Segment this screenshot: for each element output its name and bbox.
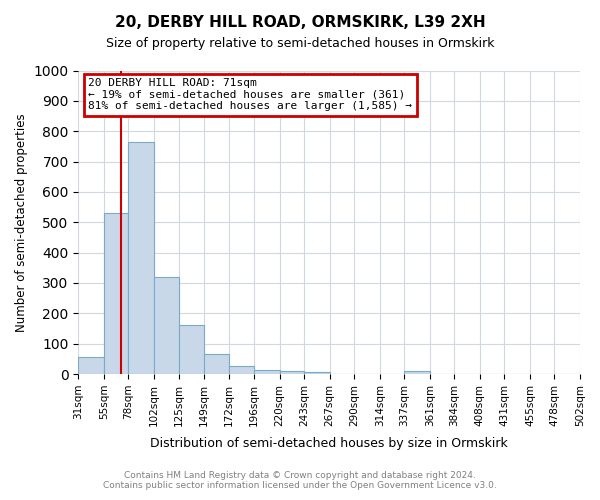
Bar (204, 354, 229, 374)
X-axis label: Distribution of semi-detached houses by size in Ormskirk: Distribution of semi-detached houses by … (151, 437, 508, 450)
Bar (280, 371, 304, 374)
Bar (154, 277, 179, 374)
Bar (104, 213, 128, 374)
Text: 20 DERBY HILL ROAD: 71sqm
← 19% of semi-detached houses are smaller (361)
81% of: 20 DERBY HILL ROAD: 71sqm ← 19% of semi-… (88, 78, 412, 112)
Bar (404, 371, 430, 374)
Y-axis label: Number of semi-detached properties: Number of semi-detached properties (15, 113, 28, 332)
Bar (179, 326, 204, 374)
Text: Size of property relative to semi-detached houses in Ormskirk: Size of property relative to semi-detach… (106, 38, 494, 51)
Text: 20, DERBY HILL ROAD, ORMSKIRK, L39 2XH: 20, DERBY HILL ROAD, ORMSKIRK, L39 2XH (115, 15, 485, 30)
Bar (254, 370, 280, 374)
Bar (304, 372, 330, 374)
Text: Contains HM Land Registry data © Crown copyright and database right 2024.
Contai: Contains HM Land Registry data © Crown c… (103, 470, 497, 490)
Bar (128, 142, 154, 374)
Bar (79, 358, 104, 374)
Bar (229, 366, 254, 374)
